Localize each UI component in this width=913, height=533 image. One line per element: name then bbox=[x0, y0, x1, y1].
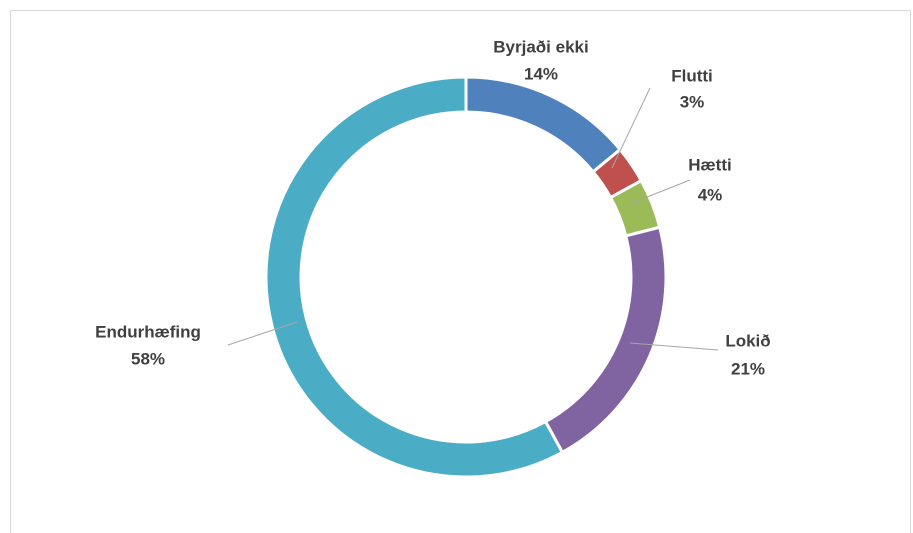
leader-line bbox=[611, 87, 651, 169]
donut-slice bbox=[543, 225, 668, 455]
donut-slice bbox=[464, 75, 623, 174]
data-label-name: Byrjaði ekki bbox=[493, 37, 588, 56]
data-label-name: Hætti bbox=[688, 155, 731, 174]
data-label-value: 21% bbox=[731, 359, 765, 378]
data-label-value: 4% bbox=[698, 185, 723, 204]
data-label-name: Endurhæfing bbox=[95, 322, 201, 341]
data-label-name: Lokið bbox=[725, 331, 770, 350]
donut-slice bbox=[264, 75, 565, 479]
leader-line bbox=[227, 321, 298, 346]
leader-line bbox=[631, 179, 691, 204]
data-label-value: 58% bbox=[131, 349, 165, 368]
chart-frame bbox=[10, 10, 911, 533]
data-label-value: 3% bbox=[680, 92, 705, 111]
data-label-value: 14% bbox=[524, 64, 558, 83]
data-label-name: Flutti bbox=[671, 66, 713, 85]
leader-line bbox=[629, 342, 719, 351]
